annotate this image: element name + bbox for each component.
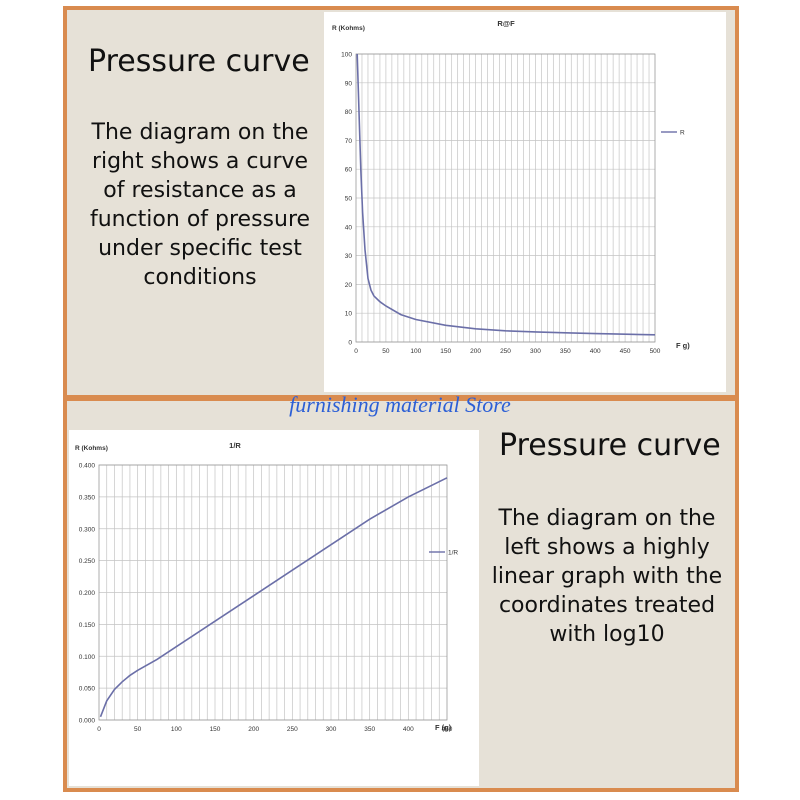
chart-title: 1/R bbox=[229, 441, 241, 450]
y-tick-label: 0.100 bbox=[79, 654, 96, 661]
x-tick-label: 200 bbox=[470, 348, 481, 355]
inverse-resistance-chart-svg: 0.000 0.050 0.100 0.150 0.200 0.250 0.300 0.350… bbox=[75, 441, 458, 733]
bottom-desc-line: with log10 bbox=[549, 622, 665, 647]
x-tick-label: 350 bbox=[364, 726, 375, 733]
series-line bbox=[99, 477, 448, 718]
resistance-chart-svg: 0 10 20 30 40 50 60 70 80 90 100 0 50 100 150 200 250 300… bbox=[332, 19, 690, 355]
y-tick-label: 80 bbox=[345, 109, 353, 116]
y-tick-label: 0.300 bbox=[79, 526, 96, 533]
x-tick-label: 100 bbox=[171, 726, 182, 733]
top-desc-line: of resistance as a bbox=[103, 178, 297, 203]
top-desc-line: The diagram on the bbox=[91, 120, 309, 145]
x-tick-label: 450 bbox=[442, 726, 453, 733]
plot-frame bbox=[355, 53, 656, 343]
top-desc-line: function of pressure bbox=[89, 207, 311, 232]
x-tick-label: 500 bbox=[650, 348, 661, 355]
x-axis-label: F g) bbox=[676, 341, 690, 350]
y-tick-label: 0.000 bbox=[79, 718, 96, 725]
x-tick-label: 150 bbox=[210, 726, 221, 733]
bottom-desc-line: linear graph with the bbox=[491, 564, 723, 589]
x-tick-label: 100 bbox=[410, 348, 421, 355]
y-tick-label: 0.350 bbox=[79, 494, 96, 501]
bottom-desc-line: coordinates treated bbox=[498, 593, 716, 618]
store-watermark: furnishing material Store bbox=[289, 392, 511, 417]
inverse-resistance-chart: 0.000 0.050 0.100 0.150 0.200 0.250 0.300 0.350… bbox=[69, 430, 479, 786]
y-tick-label: 60 bbox=[345, 167, 353, 174]
y-tick-label: 70 bbox=[345, 138, 353, 145]
y-axis-label: R (Kohms) bbox=[332, 25, 365, 32]
chart-title: R@F bbox=[497, 19, 515, 28]
x-tick-label: 400 bbox=[403, 726, 414, 733]
series-line bbox=[356, 53, 656, 336]
top-desc-line: under specific test bbox=[98, 236, 302, 261]
y-tick-label: 0 bbox=[348, 340, 352, 347]
y-tick-label: 40 bbox=[345, 224, 353, 231]
x-tick-label: 450 bbox=[620, 348, 631, 355]
y-tick-label: 0.400 bbox=[79, 463, 96, 470]
x-tick-label: 400 bbox=[590, 348, 601, 355]
legend-label: 1/R bbox=[448, 550, 458, 557]
x-tick-label: 50 bbox=[382, 348, 390, 355]
y-tick-label: 30 bbox=[345, 253, 353, 260]
x-tick-label: 300 bbox=[326, 726, 337, 733]
plot-frame bbox=[98, 464, 448, 721]
x-tick-label: 50 bbox=[134, 726, 142, 733]
y-tick-label: 0.200 bbox=[79, 590, 96, 597]
x-tick-label: 0 bbox=[354, 348, 358, 355]
x-tick-label: 150 bbox=[440, 348, 451, 355]
legend-label: R bbox=[680, 130, 685, 137]
x-tick-label: 300 bbox=[530, 348, 541, 355]
bottom-description: The diagram on the left shows a highly l… bbox=[482, 504, 732, 649]
top-description: The diagram on the right shows a curve o… bbox=[75, 118, 325, 292]
top-desc-line: right shows a curve bbox=[91, 149, 309, 174]
x-tick-label: 350 bbox=[560, 348, 571, 355]
bottom-heading: Pressure curve bbox=[499, 428, 721, 463]
top-desc-line: conditions bbox=[143, 265, 257, 290]
y-axis-label: R (Kohms) bbox=[75, 445, 108, 452]
x-tick-label: 200 bbox=[248, 726, 259, 733]
y-tick-label: 0.150 bbox=[79, 622, 96, 629]
x-tick-label: 0 bbox=[97, 726, 101, 733]
y-tick-label: 90 bbox=[345, 80, 353, 87]
y-tick-label: 20 bbox=[345, 282, 353, 289]
resistance-chart: 0 10 20 30 40 50 60 70 80 90 100 0 50 100 150 200 250 300… bbox=[324, 12, 726, 392]
top-heading: Pressure curve bbox=[88, 44, 310, 79]
x-axis-label: F (g) bbox=[435, 723, 452, 732]
x-tick-label: 250 bbox=[287, 726, 298, 733]
bottom-desc-line: left shows a highly bbox=[504, 535, 710, 560]
y-tick-label: 0.050 bbox=[79, 686, 96, 693]
x-tick-label: 250 bbox=[500, 348, 511, 355]
y-tick-label: 10 bbox=[345, 311, 353, 318]
y-tick-label: 100 bbox=[341, 52, 352, 59]
y-tick-label: 50 bbox=[345, 196, 353, 203]
bottom-desc-line: The diagram on the bbox=[498, 506, 716, 531]
y-tick-label: 0.250 bbox=[79, 558, 96, 565]
